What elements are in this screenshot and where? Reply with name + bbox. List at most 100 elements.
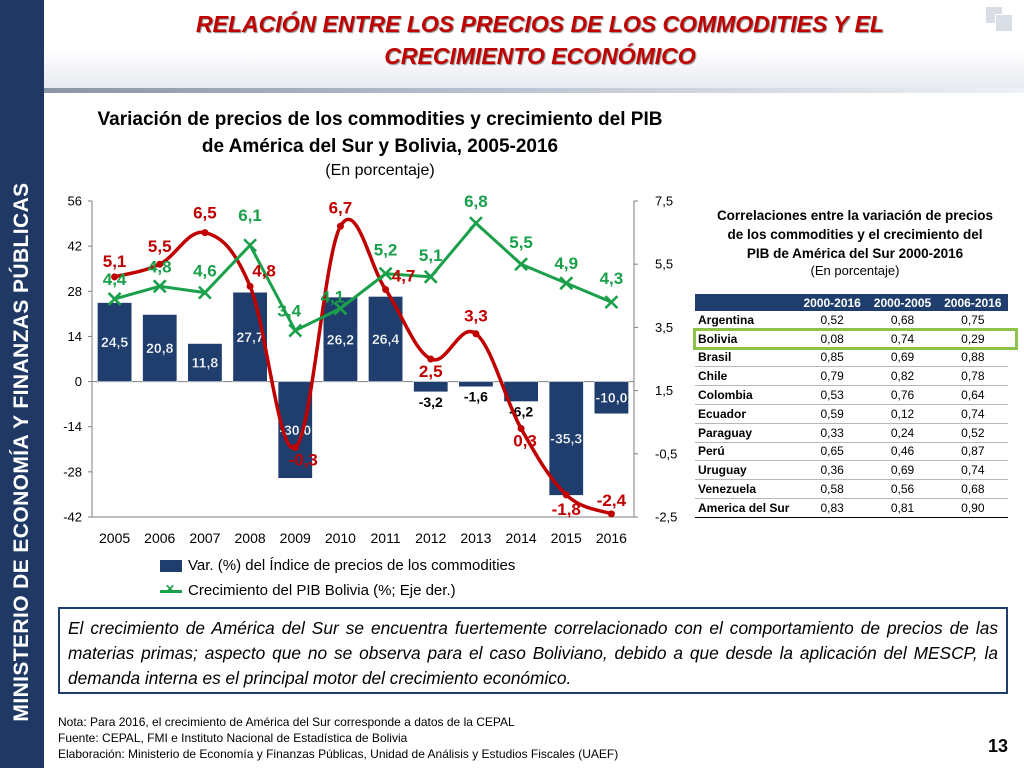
table-row: Ecuador 0,59 0,12 0,74 bbox=[695, 404, 1008, 424]
x-tick-label: 2010 bbox=[325, 530, 356, 546]
commodity-bar bbox=[142, 314, 178, 382]
south-america-gdp-point bbox=[517, 425, 525, 433]
chart-title: Variación de precios de los commodities … bbox=[70, 106, 690, 160]
correlation-cell: 0,59 bbox=[797, 404, 868, 424]
country-cell: Paraguay bbox=[695, 423, 797, 443]
chart-subtitle: (En porcentaje) bbox=[325, 162, 435, 179]
footnote-source: Fuente: CEPAL, FMI e Instituto Nacional … bbox=[58, 731, 408, 745]
table-row: Paraguay 0,33 0,24 0,52 bbox=[695, 423, 1008, 443]
slide-title-line1: RELACIÓN ENTRE LOS PRECIOS DE LOS COMMOD… bbox=[196, 11, 884, 37]
commodity-bar bbox=[594, 381, 629, 415]
legend-swatch-bolivia bbox=[160, 582, 182, 596]
table-header-cell: 2006-2016 bbox=[937, 294, 1008, 311]
right-tick-label: 5,5 bbox=[655, 257, 673, 272]
bolivia-gdp-label: 6,1 bbox=[238, 206, 262, 225]
bolivia-highlight bbox=[693, 328, 1018, 350]
south-america-gdp-label: 3,3 bbox=[464, 307, 488, 326]
bolivia-gdp-marker bbox=[468, 216, 483, 231]
south-america-gdp-point bbox=[562, 491, 570, 499]
x-tick-label: 2014 bbox=[506, 530, 537, 546]
south-america-gdp-label: -2,4 bbox=[597, 491, 627, 510]
left-tick-label: -28 bbox=[63, 464, 82, 479]
bolivia-gdp-label: 6,8 bbox=[464, 192, 488, 211]
south-america-gdp-label: -1,8 bbox=[552, 500, 581, 519]
correlation-cell: 0,87 bbox=[937, 442, 1008, 462]
sidebar: MINISTERIO DE ECONOMÍA Y FINANZAS PÚBLIC… bbox=[0, 0, 44, 768]
right-tick-label: 3,5 bbox=[655, 320, 673, 335]
x-tick-label: 2006 bbox=[144, 530, 175, 546]
south-america-gdp-label: 6,7 bbox=[329, 198, 353, 217]
commodity-bar bbox=[187, 343, 223, 382]
bar-value-label: 24,5 bbox=[101, 334, 128, 350]
south-america-gdp-point bbox=[607, 510, 615, 518]
bolivia-gdp-label: 4,8 bbox=[148, 257, 172, 276]
correlation-title-line1: Correlaciones entre la variación de prec… bbox=[716, 208, 994, 223]
south-america-gdp-label: 4,8 bbox=[252, 261, 276, 280]
correlation-title-line2: de los commodities y el crecimiento del bbox=[727, 227, 983, 242]
south-america-gdp-point bbox=[472, 330, 480, 338]
table-row: Venezuela 0,58 0,56 0,68 bbox=[695, 479, 1008, 499]
correlation-cell: 0,74 bbox=[937, 460, 1008, 481]
x-tick-label: 2007 bbox=[189, 530, 220, 546]
south-america-gdp-point bbox=[382, 285, 390, 293]
correlation-cell: 0,69 bbox=[867, 348, 938, 368]
x-tick-label: 2008 bbox=[235, 530, 266, 546]
correlation-subtitle: (En porcentaje) bbox=[810, 263, 900, 278]
correlation-cell: 0,68 bbox=[867, 311, 938, 330]
slide-title-line2: CRECIMIENTO ECONÓMICO bbox=[384, 43, 696, 69]
correlation-cell: 0,52 bbox=[937, 423, 1008, 443]
bolivia-gdp-label: 5,5 bbox=[509, 233, 533, 252]
chart-title-line2: de América del Sur y Bolivia, 2005-2016 bbox=[201, 136, 559, 157]
bolivia-gdp-marker bbox=[197, 285, 212, 300]
bolivia-gdp-label: 4,4 bbox=[103, 270, 127, 289]
country-cell: Chile bbox=[695, 366, 797, 387]
left-tick-label: 56 bbox=[68, 194, 82, 209]
commodity-bar bbox=[323, 296, 358, 382]
correlation-cell: 0,68 bbox=[937, 479, 1008, 499]
correlation-cell: 0,81 bbox=[867, 497, 938, 518]
country-cell: Venezuela bbox=[695, 479, 797, 499]
conclusion-text: El crecimiento de América del Sur se enc… bbox=[68, 618, 998, 688]
correlation-cell: 0,33 bbox=[797, 423, 868, 443]
south-america-gdp-label: -0,3 bbox=[289, 450, 318, 469]
left-tick-label: 14 bbox=[68, 329, 82, 344]
bolivia-gdp-marker bbox=[514, 257, 529, 272]
correlation-title: Correlaciones entre la variación de prec… bbox=[690, 206, 1020, 263]
bolivia-gdp-label: 4,1 bbox=[321, 287, 345, 306]
south-america-gdp-line bbox=[114, 217, 613, 516]
country-cell: Colombia bbox=[695, 385, 797, 405]
bolivia-gdp-marker bbox=[378, 266, 393, 281]
bolivia-gdp-marker bbox=[333, 301, 348, 316]
bar-value-label: 26,2 bbox=[327, 331, 354, 347]
correlation-cell: 0,79 bbox=[797, 366, 868, 387]
footnotes: Nota: Para 2016, el crecimiento de Améri… bbox=[58, 714, 618, 762]
correlation-cell: 0,53 bbox=[797, 385, 868, 405]
footnote-note: Nota: Para 2016, el crecimiento de Améri… bbox=[58, 715, 515, 729]
correlation-cell: 0,75 bbox=[937, 311, 1008, 330]
right-tick-label: -0,5 bbox=[655, 446, 677, 461]
table-header-cell: 2000-2016 bbox=[797, 294, 868, 311]
table-header-row: 2000-2016 2000-2005 2006-2016 bbox=[695, 294, 1008, 311]
bar-value-label: 27,7 bbox=[236, 329, 263, 345]
table-header-cell bbox=[695, 294, 797, 311]
bolivia-gdp-label: 5,1 bbox=[419, 246, 443, 265]
correlation-cell: 0,85 bbox=[797, 348, 868, 368]
x-tick-label: 2005 bbox=[99, 530, 130, 546]
correlation-cell: 0,52 bbox=[797, 311, 868, 330]
correlation-cell: 0,65 bbox=[797, 442, 868, 462]
south-america-gdp-label: 5,1 bbox=[103, 252, 127, 271]
country-cell: Perú bbox=[695, 442, 797, 462]
correlation-cell: 0,58 bbox=[797, 479, 868, 499]
commodity-bar bbox=[548, 381, 584, 496]
left-tick-label: -42 bbox=[63, 510, 82, 525]
bolivia-gdp-label: 4,3 bbox=[600, 269, 624, 288]
country-cell: America del Sur bbox=[695, 497, 797, 518]
x-tick-label: 2013 bbox=[460, 530, 491, 546]
bolivia-gdp-label: 4,9 bbox=[554, 254, 578, 273]
south-america-gdp-label: 5,5 bbox=[148, 237, 172, 256]
legend-label-bolivia: Crecimiento del PIB Bolivia (%; Eje der.… bbox=[188, 582, 456, 599]
x-tick-label: 2015 bbox=[551, 530, 582, 546]
bar-value-label: 20,8 bbox=[146, 340, 173, 356]
left-tick-label: 0 bbox=[75, 374, 82, 389]
